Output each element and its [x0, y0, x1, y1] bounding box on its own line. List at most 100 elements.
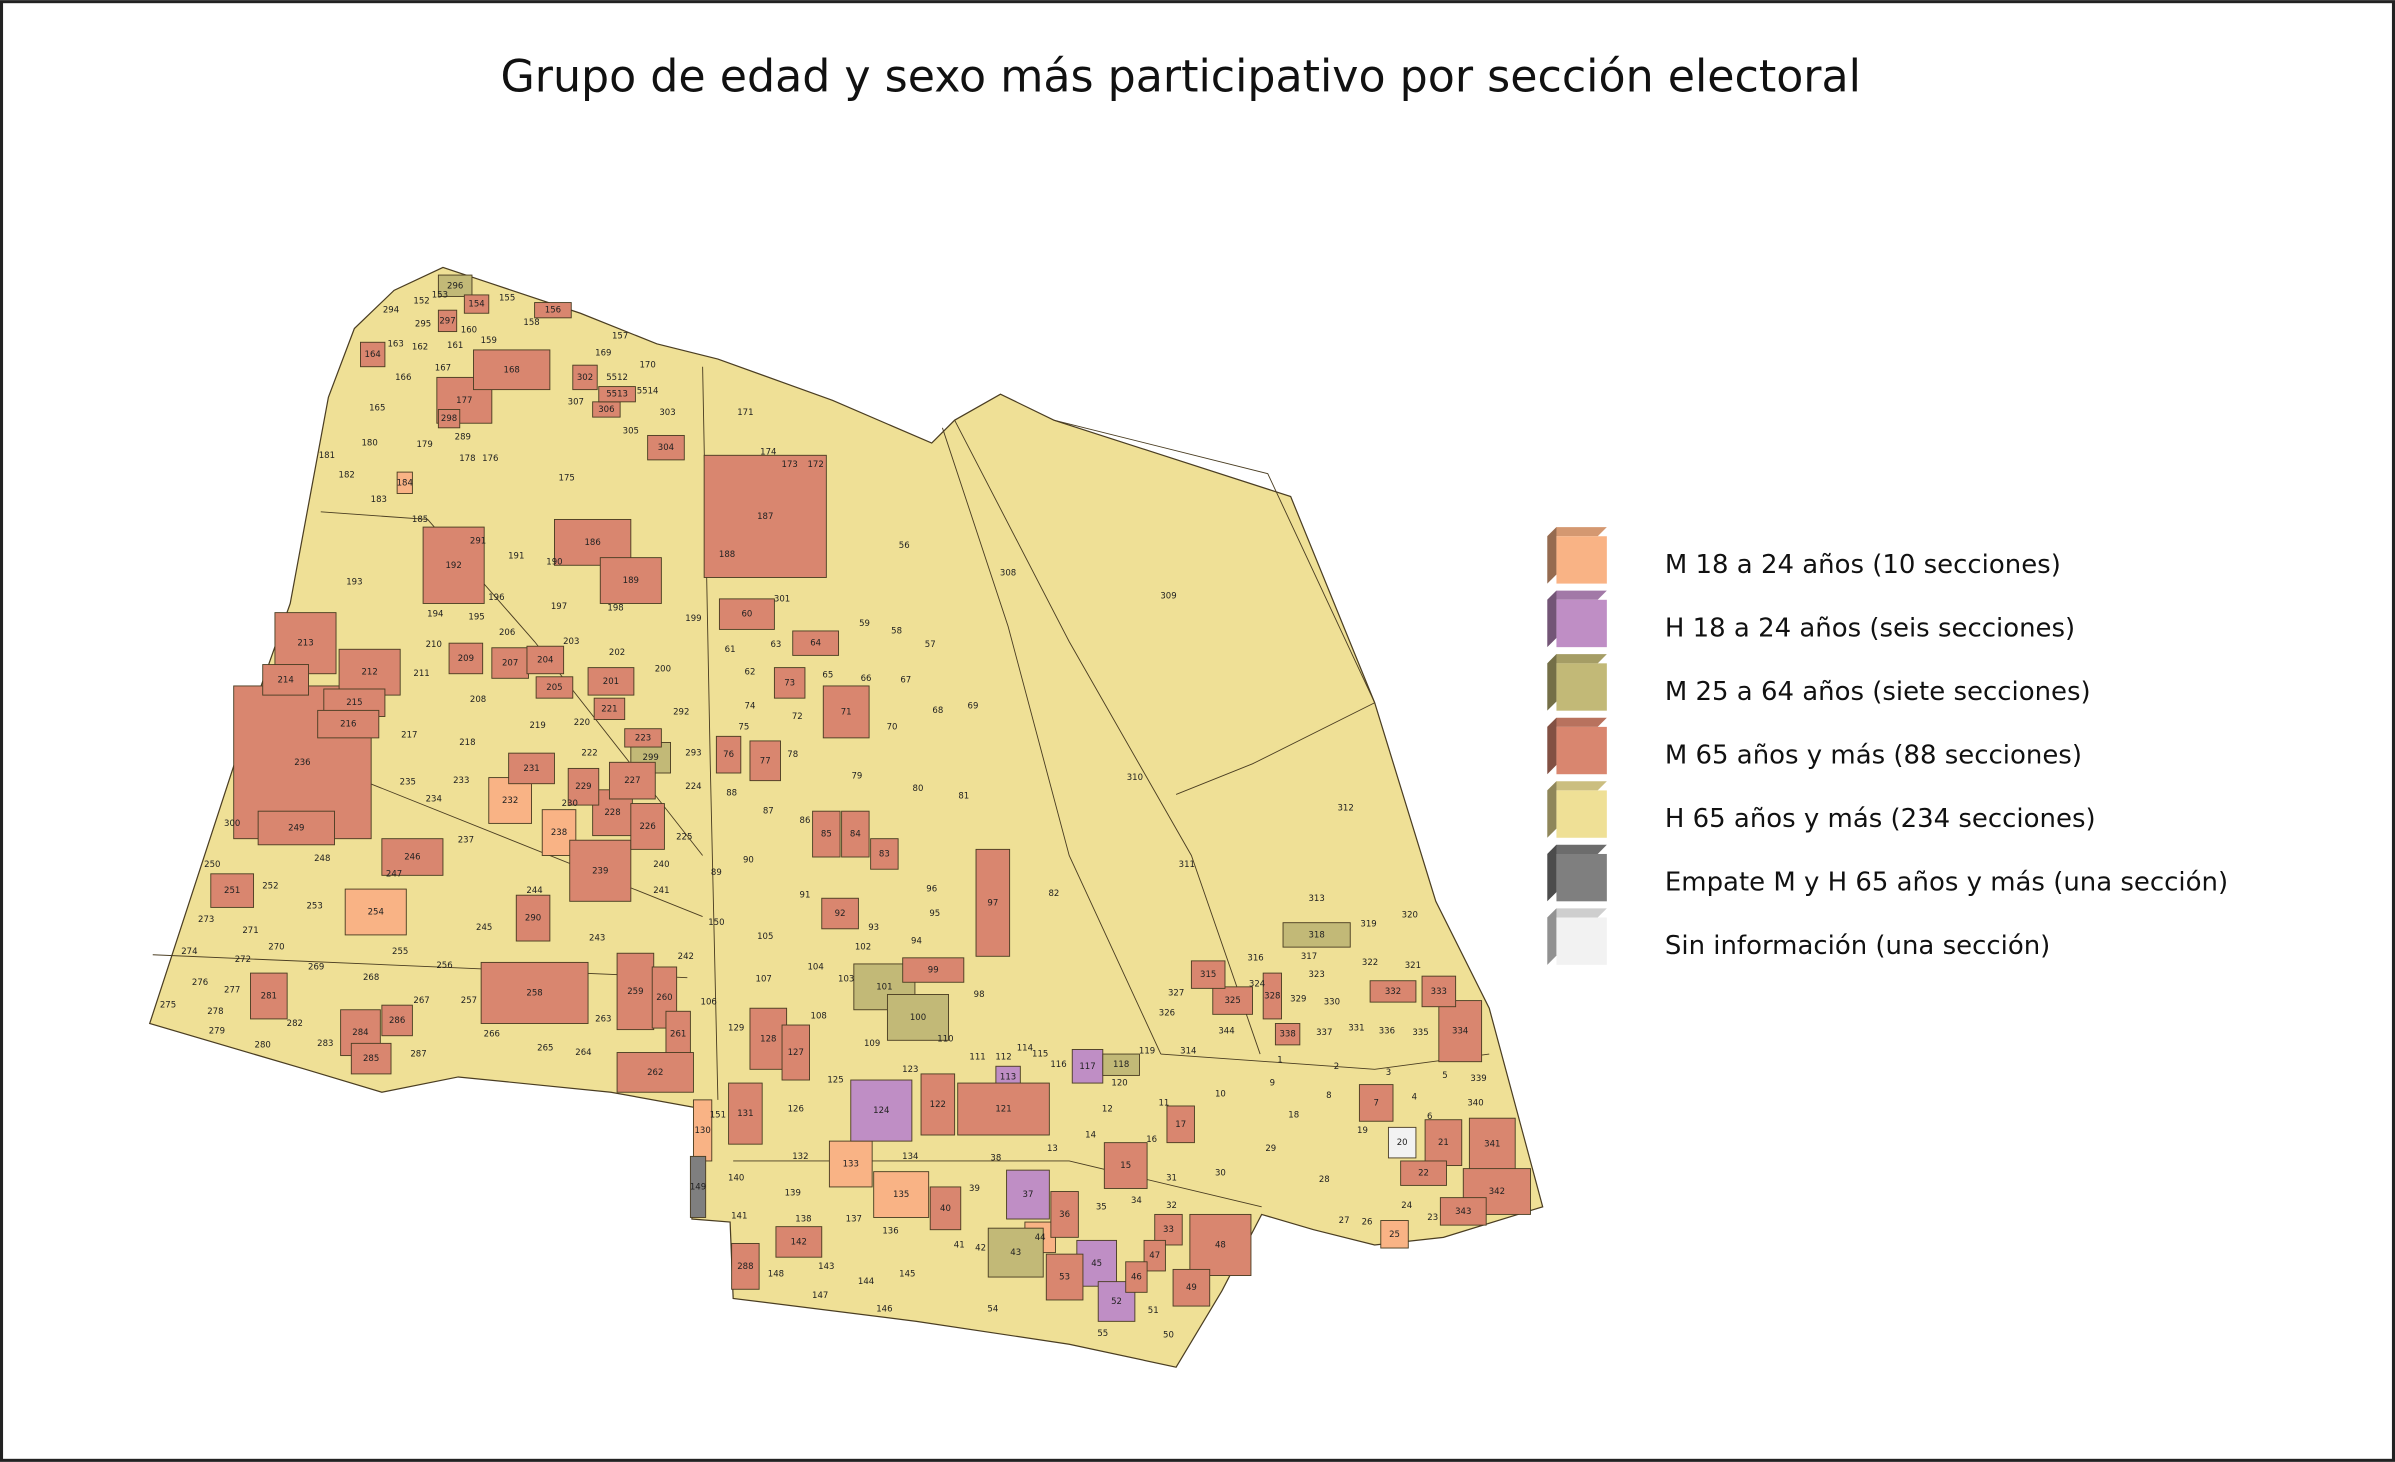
section-label: 139: [785, 1189, 801, 1199]
section-label: 147: [812, 1291, 828, 1301]
section-label: 107: [756, 975, 772, 985]
section-label: 59: [859, 619, 870, 629]
section: [317, 709, 380, 739]
section: [792, 630, 840, 656]
section-label: 245: [476, 923, 492, 933]
section-label: 81: [958, 791, 969, 801]
section-label: 291: [470, 536, 486, 546]
section-label: 54: [987, 1305, 998, 1315]
legend-cube-top: [1547, 527, 1607, 537]
section-label: 18: [1288, 1111, 1299, 1121]
section-label: 289: [455, 432, 471, 442]
section-label: 162: [412, 342, 428, 352]
section-label: 97: [987, 898, 998, 908]
section-label: 4: [1412, 1092, 1417, 1102]
legend-label: M 18 a 24 años (10 secciones): [1665, 550, 2061, 580]
section: [616, 1052, 694, 1093]
section-label: 33: [1163, 1225, 1174, 1235]
section-label: 198: [607, 604, 623, 614]
section-label: 146: [876, 1305, 892, 1315]
section-label: 341: [1484, 1140, 1500, 1150]
legend-cube-top: [1547, 781, 1607, 791]
section: [1050, 1191, 1079, 1238]
section-label: 232: [502, 796, 518, 806]
section-label: 264: [575, 1048, 591, 1058]
legend-cube-side: [1547, 781, 1557, 838]
section-label: 164: [365, 350, 381, 360]
section: [1125, 1261, 1148, 1293]
section-label: 287: [410, 1050, 426, 1060]
section-label: 177: [456, 396, 472, 406]
section: [1212, 986, 1253, 1015]
section-label: 24: [1401, 1201, 1412, 1211]
section-label: 300: [224, 819, 240, 829]
section-label: 321: [1405, 961, 1421, 971]
section-label: 2: [1334, 1062, 1339, 1072]
section: [1358, 1084, 1394, 1122]
section: [1424, 1119, 1463, 1167]
section-label: 64: [810, 639, 821, 649]
section-label: 46: [1131, 1273, 1142, 1283]
legend-label: H 65 años y más (234 secciones): [1665, 804, 2096, 834]
section-label: 220: [574, 718, 590, 728]
section-label: 201: [603, 677, 619, 687]
section-label: 217: [401, 730, 417, 740]
sections: [210, 274, 1531, 1322]
map-title: Grupo de edad y sexo más participativo p…: [500, 52, 1861, 103]
section-label: 323: [1308, 970, 1324, 980]
section-label: 158: [523, 318, 539, 328]
section: [567, 767, 600, 806]
section-label: 73: [784, 678, 795, 688]
section: [569, 839, 632, 902]
section-label: 5514: [637, 387, 659, 397]
section-label: 197: [551, 602, 567, 612]
section: [463, 294, 490, 314]
section-label: 253: [306, 901, 322, 911]
section-label: 93: [868, 923, 879, 933]
section-label: 108: [811, 1011, 827, 1021]
section-label: 213: [297, 639, 313, 649]
section-label: 344: [1218, 1027, 1234, 1037]
section-label: 285: [363, 1054, 379, 1064]
section-label: 57: [925, 640, 936, 650]
section-label: 136: [882, 1227, 898, 1237]
legend-cube-top: [1547, 908, 1607, 918]
section-label: 238: [551, 828, 567, 838]
legend-cube-top: [1547, 844, 1607, 854]
section-label: 317: [1301, 952, 1317, 962]
section-label: 230: [562, 799, 578, 809]
section-label: 338: [1279, 1030, 1295, 1040]
section-label: 1: [1277, 1056, 1282, 1066]
section: [1006, 1169, 1050, 1220]
section: [1172, 1268, 1211, 1307]
section-label: 47: [1149, 1251, 1160, 1261]
section-label: 200: [655, 665, 671, 675]
section: [593, 697, 626, 721]
legend-cube-side: [1547, 590, 1557, 648]
section: [920, 1073, 956, 1136]
section-label: 39: [969, 1184, 980, 1194]
section-label: 74: [745, 701, 756, 711]
section: [534, 302, 572, 319]
section-label: 71: [841, 707, 852, 717]
section-label: 183: [371, 495, 387, 505]
section-label: 258: [526, 988, 542, 998]
section-label: 299: [643, 753, 659, 763]
section-label: 328: [1264, 992, 1280, 1002]
section-label: 157: [612, 332, 628, 342]
section-label: 75: [738, 723, 749, 733]
section: [841, 810, 870, 858]
section: [541, 809, 577, 856]
section: [257, 810, 335, 846]
section-label: 302: [577, 373, 593, 383]
section-label: 309: [1160, 591, 1176, 601]
section-label: 68: [932, 706, 943, 716]
section-label: 315: [1200, 970, 1216, 980]
section: [1274, 1023, 1301, 1046]
section-label: 12: [1102, 1105, 1113, 1115]
section: [886, 994, 949, 1041]
section-label: 48: [1215, 1240, 1226, 1250]
section-label: 82: [1048, 889, 1059, 899]
section-label: 77: [760, 756, 771, 766]
section: [1387, 1126, 1417, 1159]
